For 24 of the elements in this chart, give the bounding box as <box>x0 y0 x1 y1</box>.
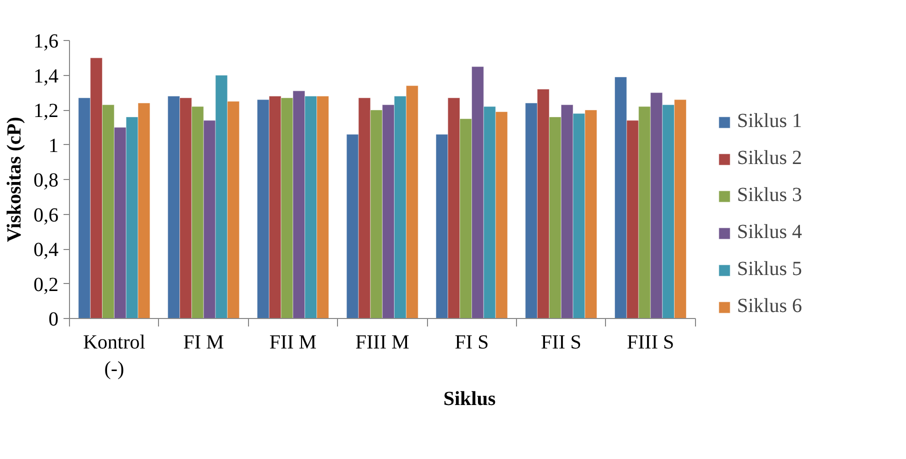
legend-label: Siklus 6 <box>737 295 802 318</box>
y-tick-label: 1,4 <box>34 65 58 88</box>
legend-label: Siklus 2 <box>737 147 802 170</box>
x-tick-label: FIII S <box>626 332 674 354</box>
legend-label: Siklus 5 <box>737 258 802 281</box>
y-tick-label: 0,8 <box>34 170 58 192</box>
y-tick-label: 0 <box>48 308 58 330</box>
y-axis-title: Viskositas (cP) <box>4 116 26 242</box>
y-tick-label: 1,2 <box>34 100 58 122</box>
x-tick-label: FII S <box>540 332 582 354</box>
y-tick-label: 1 <box>48 134 58 157</box>
y-tick-label: 0,6 <box>34 204 58 226</box>
x-tick-label: FII M <box>269 332 317 354</box>
x-tick-label: FI S <box>454 332 489 354</box>
x-tick-label: Kontrol (-) <box>83 332 146 380</box>
y-tick-label: 0,4 <box>34 239 58 261</box>
legend-label: Siklus 3 <box>737 184 802 207</box>
x-axis-title: Siklus <box>443 388 496 410</box>
legend-label: Siklus 4 <box>737 221 802 244</box>
y-tick-label: 1,6 <box>34 30 58 52</box>
y-tick-label: 0,2 <box>34 274 58 296</box>
x-tick-label: FI M <box>183 332 224 354</box>
legend-label: Siklus 1 <box>737 110 802 133</box>
x-tick-label: FIII M <box>355 332 410 354</box>
